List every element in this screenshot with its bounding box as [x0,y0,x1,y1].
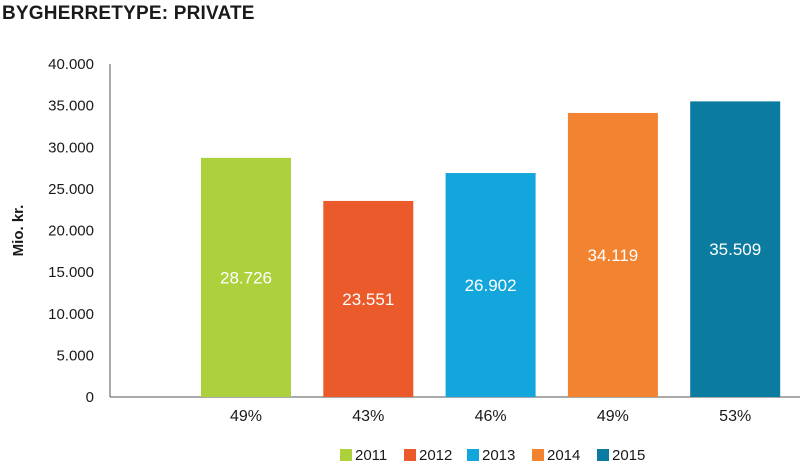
legend-label: 2013 [482,447,515,464]
legend-label: 2015 [612,447,645,464]
bar-2013 [445,173,536,397]
data-label: 28.726 [220,268,272,287]
y-tick-label: 25.000 [48,181,94,198]
bar-2011 [201,157,291,397]
legend-swatch-2015 [597,449,609,461]
x-category-label: 49% [230,408,262,425]
data-label: 23.551 [342,290,394,309]
legend-swatch-2013 [467,449,479,461]
bars: 28.726 23.551 26.902 34.119 35.509 [201,101,781,398]
legend-label: 2014 [547,447,580,464]
y-tick-label: 30.000 [48,139,94,156]
y-tick-label: 10.000 [48,306,94,323]
x-category-label: 49% [597,408,629,425]
y-tick-label: 35.000 [48,98,94,115]
x-category-label: 43% [352,408,384,425]
y-tick-label: 40.000 [48,56,94,73]
data-label: 35.509 [709,240,761,259]
bar-2012 [323,200,414,397]
bar-2014 [567,112,658,398]
data-label: 34.119 [588,246,639,265]
bar-2015 [690,101,781,397]
legend-swatch-2011 [340,449,352,461]
x-axis: 49% 43% 46% 49% 53% [230,408,751,425]
y-tick-label: 15.000 [48,264,94,281]
y-tick-label: 20.000 [48,223,94,240]
x-category-label: 46% [475,408,507,425]
x-category-label: 53% [719,408,751,425]
legend-label: 2012 [419,447,452,464]
y-axis-label: Mio. kr. [10,205,27,257]
y-tick-label: 0 [86,389,94,406]
chart-title: BYGHERRETYPE: PRIVATE [2,3,255,24]
legend: 2011 2012 2013 2014 2015 [340,447,645,464]
legend-swatch-2012 [404,449,416,461]
legend-swatch-2014 [532,449,544,461]
data-label: 26.902 [465,276,517,295]
legend-label: 2011 [355,447,387,464]
y-axis: 0 5.000 10.000 15.000 20.000 25.000 30.000 35.0… [48,56,800,406]
y-tick-label: 5.000 [56,347,94,364]
